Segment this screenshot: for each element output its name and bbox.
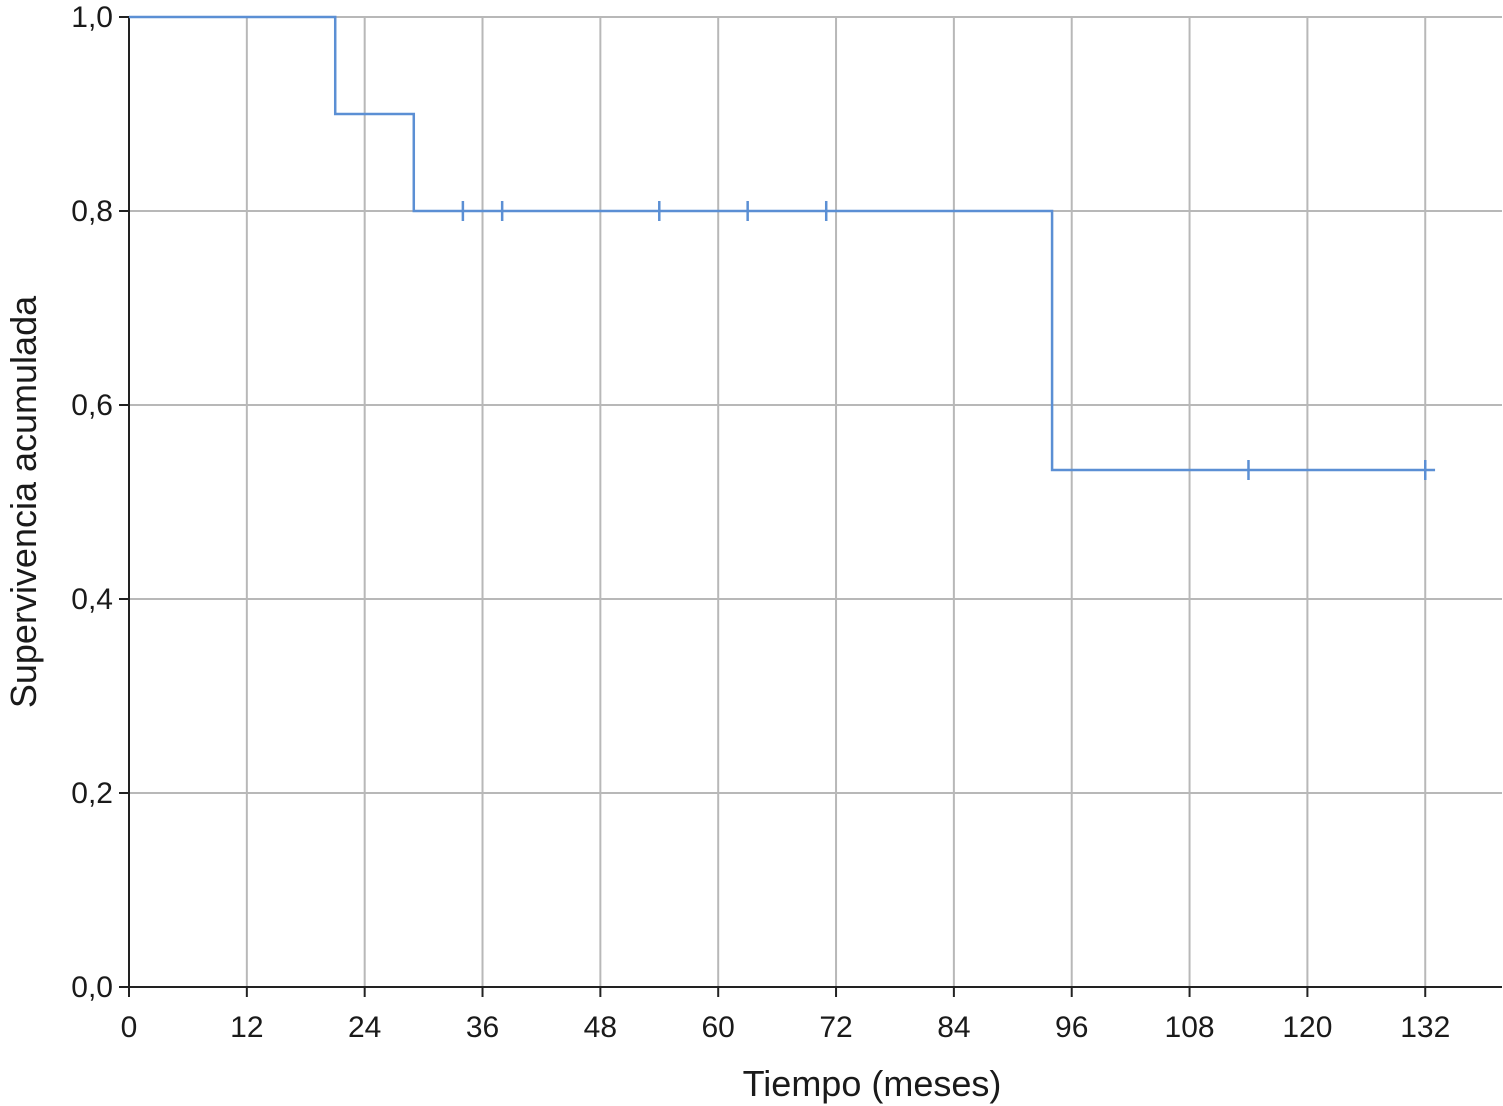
y-tick-label: 0,4 (71, 583, 113, 616)
x-tick-label: 48 (584, 1011, 617, 1044)
x-tick-label: 0 (121, 1011, 138, 1044)
x-tick-label: 108 (1165, 1011, 1215, 1044)
x-tick-label: 36 (466, 1011, 499, 1044)
survival-series (129, 15, 1436, 480)
x-tick-label: 132 (1400, 1011, 1450, 1044)
x-tick-label: 120 (1282, 1011, 1332, 1044)
x-tick-label: 12 (230, 1011, 263, 1044)
y-tick-label: 0,2 (71, 777, 113, 810)
x-tick-label: 72 (819, 1011, 852, 1044)
y-tick-label: 1,0 (71, 1, 113, 34)
x-tick-label: 84 (937, 1011, 970, 1044)
survival-curve (129, 15, 1436, 472)
x-axis-title: Tiempo (meses) (743, 1063, 1002, 1104)
y-tick-labels: 0,0 0,2 0,4 0,6 0,8 1,0 (71, 1, 113, 1004)
y-axis-title: Supervivencia acumulada (3, 295, 44, 708)
y-tick-label: 0,0 (71, 971, 113, 1004)
axes (119, 16, 1502, 997)
x-tick-labels: 0 12 24 36 48 60 72 84 96 108 120 132 (121, 1011, 1451, 1044)
y-tick-label: 0,6 (71, 389, 113, 422)
x-tick-label: 24 (348, 1011, 381, 1044)
y-tick-label: 0,8 (71, 195, 113, 228)
x-tick-label: 60 (702, 1011, 735, 1044)
x-tick-label: 96 (1055, 1011, 1088, 1044)
grid-lines (129, 16, 1502, 987)
